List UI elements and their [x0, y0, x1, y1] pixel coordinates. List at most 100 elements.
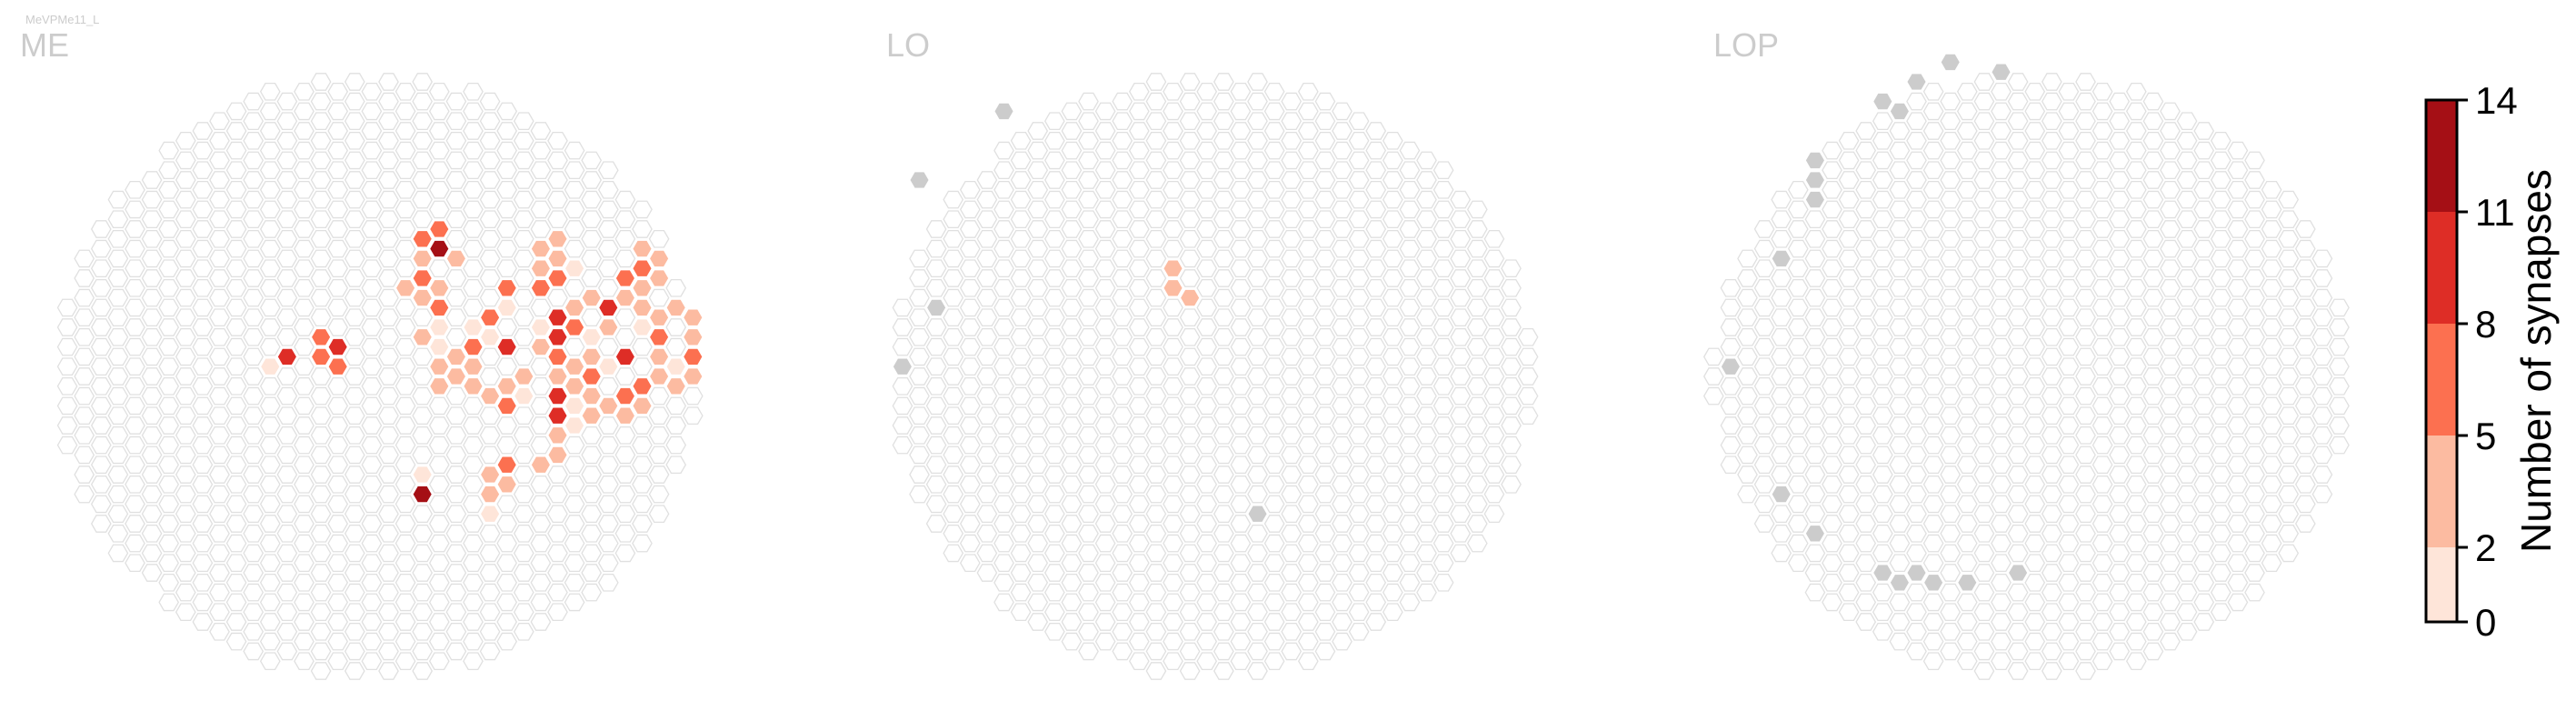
hex-cell-empty [2245, 231, 2264, 247]
hex-cell-empty [75, 407, 94, 424]
hex-cell-empty [1907, 250, 1926, 266]
hex-cell-empty [2127, 319, 2146, 335]
hex-cell-empty [481, 133, 500, 149]
hex-cell-empty [312, 643, 331, 659]
hex-cell-empty [1163, 516, 1183, 532]
hex-cell-empty [193, 436, 212, 453]
hex-cell-empty [210, 270, 229, 286]
hex-cell-empty [396, 535, 415, 551]
hex-cell-empty [994, 142, 1013, 158]
hex-cell-empty [1146, 545, 1165, 561]
hex-cell-empty [430, 397, 449, 414]
hex-cell-empty [312, 466, 331, 483]
colorbar-bins [2426, 100, 2457, 622]
hex-cell-empty [1873, 113, 1892, 129]
colorbar-label: Number of synapses [2512, 169, 2560, 553]
hex-cell-empty [1468, 299, 1487, 315]
hex-cell-empty [1822, 436, 1842, 453]
hex-cell-empty [176, 152, 195, 168]
hex-cell-empty [295, 299, 314, 315]
hex-cell-empty [1958, 653, 1977, 669]
hex-cell-empty [1012, 545, 1031, 561]
hex-cell-empty [1383, 466, 1403, 483]
hex-cell-empty [1299, 123, 1318, 139]
hex-cell-empty [1282, 348, 1301, 365]
hex-cell-empty [531, 142, 550, 158]
hex-cell-empty [2059, 378, 2078, 395]
hex-cell-empty [1366, 417, 1385, 434]
hex-cell-empty [396, 299, 415, 315]
hex-cell-empty [159, 476, 178, 493]
hex-cell-data [599, 358, 618, 375]
hex-cell-empty [277, 172, 296, 188]
hex-cell-empty [2042, 584, 2062, 600]
hex-cell-empty [1079, 368, 1098, 385]
hex-cell-empty [2076, 486, 2095, 502]
hex-cell-empty [2009, 74, 2028, 90]
hex-cell-empty [1315, 387, 1334, 404]
hex-cell-empty [1282, 191, 1301, 207]
hex-cell-empty [1755, 378, 1774, 395]
hex-cell-empty [1873, 270, 1892, 286]
hex-cell-empty [1417, 506, 1436, 522]
hex-cell-empty [1417, 152, 1436, 168]
hex-cell-empty [193, 182, 212, 198]
hex-cell-empty [1772, 309, 1791, 325]
hex-cell-empty [1028, 575, 1047, 591]
hex-cell-empty [1350, 133, 1369, 149]
hex-cell-empty [227, 299, 246, 315]
hex-cell-empty [2059, 436, 2078, 453]
hex-cell-empty [2212, 446, 2231, 463]
hex-cell-empty [650, 446, 669, 463]
hex-cell-empty [1062, 162, 1081, 178]
hex-cell-empty [244, 368, 263, 385]
hex-cell-empty [2178, 172, 2197, 188]
hex-cell-empty [312, 309, 331, 325]
hex-cell-empty [1028, 221, 1047, 237]
hex-cell-empty [514, 250, 534, 266]
hex-cell-empty [1992, 221, 2011, 237]
hex-cell-empty [1822, 338, 1842, 355]
hex-cell-empty [1350, 289, 1369, 305]
hex-cell-empty [910, 348, 929, 365]
hex-cell-empty [1434, 456, 1453, 473]
hex-cell-empty [1890, 260, 1909, 276]
hex-cell-empty [666, 436, 685, 453]
hex-cell-empty [2296, 260, 2315, 276]
hex-cell-empty [1062, 476, 1081, 493]
hex-cell-empty [633, 516, 652, 532]
hex-cell-empty [2059, 535, 2078, 551]
hex-cell-empty [92, 436, 111, 453]
hex-cell-data [615, 270, 634, 286]
hex-cell-empty [396, 103, 415, 119]
hex-cell-empty [944, 427, 963, 444]
hex-cell-empty [345, 368, 364, 385]
hex-cell-empty [1856, 201, 1875, 217]
hex-cell-empty [2161, 378, 2180, 395]
hex-cell-empty [1282, 93, 1301, 109]
hex-cell-empty [961, 280, 980, 296]
hex-cell-empty [244, 133, 263, 149]
hex-cell-empty [2312, 486, 2331, 502]
hex-cell-empty [176, 348, 195, 365]
hex-cell-empty [927, 378, 946, 395]
hex-cell-empty [143, 191, 162, 207]
hex-cell-data [582, 407, 601, 424]
hex-cell-empty [1434, 555, 1453, 571]
hex-cell-empty [1350, 526, 1369, 542]
hex-cell-empty [210, 309, 229, 325]
hex-cell-empty [2110, 250, 2129, 266]
hex-cell-empty [413, 427, 432, 444]
hex-cell-empty [1299, 162, 1318, 178]
hex-cell-empty [1451, 289, 1470, 305]
hex-cell-empty [2194, 142, 2213, 158]
hex-cell-empty [2009, 172, 2028, 188]
hex-cell-empty [1248, 407, 1267, 424]
hex-cell-empty [2110, 643, 2129, 659]
hex-cell-empty [1315, 270, 1334, 286]
hex-cell-empty [159, 417, 178, 434]
hex-cell-empty [2127, 476, 2146, 493]
hex-cell-empty [1502, 397, 1521, 414]
hex-cell-empty [2312, 289, 2331, 305]
hex-cell-empty [1282, 133, 1301, 149]
